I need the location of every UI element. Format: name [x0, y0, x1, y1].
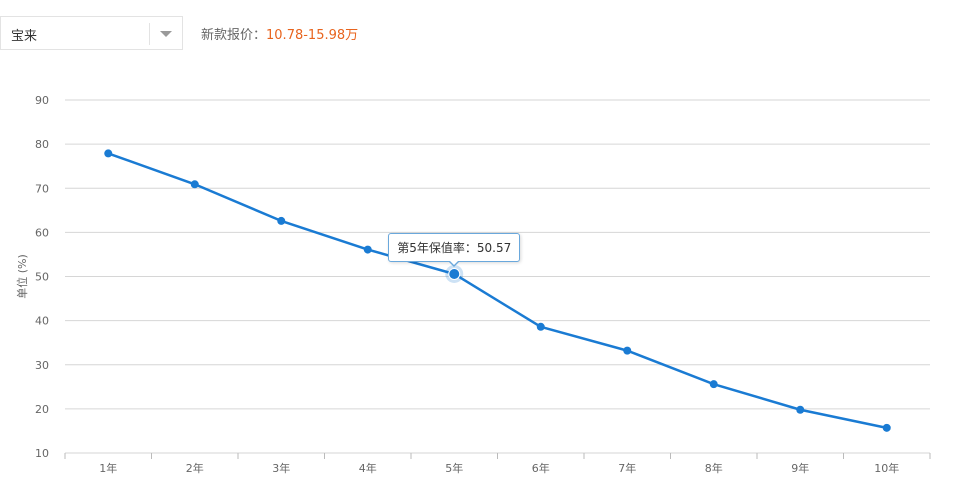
tooltip-label: 第5年保值率： [397, 240, 477, 255]
y-tick-label: 90 [35, 94, 49, 107]
x-tick-label: 9年 [791, 461, 809, 475]
y-axis-ticks: 10 20 30 40 50 60 70 80 90 [35, 94, 49, 460]
y-axis-title: 单位 (%) [15, 254, 29, 299]
y-tick-label: 60 [35, 226, 49, 239]
data-point[interactable] [623, 346, 632, 355]
price-label: 新款报价： [201, 28, 267, 43]
x-tick-label: 5年 [445, 461, 463, 475]
x-tick-label: 6年 [532, 461, 550, 475]
x-tick-label: 10年 [874, 461, 899, 475]
data-point[interactable] [277, 216, 286, 225]
retention-rate-chart: 10 20 30 40 50 60 70 80 90 1年 2年 3年 4年 5年 6年 7年 8年 9年 10年… [15, 94, 931, 475]
chevron-down-icon[interactable] [160, 31, 172, 37]
data-point[interactable] [104, 149, 113, 158]
grid-lines [65, 99, 930, 454]
x-axis: 1年 2年 3年 4年 5年 6年 7年 8年 9年 10年 [64, 453, 931, 475]
x-tick-label: 4年 [359, 461, 377, 475]
x-tick-label: 2年 [186, 461, 204, 475]
y-tick-label: 80 [35, 138, 49, 151]
model-select-value: 宝来 [11, 29, 38, 44]
data-point[interactable] [536, 322, 545, 331]
data-tooltip: 第5年保值率：50.57 [388, 232, 521, 267]
x-tick-label: 7年 [618, 461, 636, 475]
model-select[interactable]: 宝来 [0, 16, 183, 50]
price-value: 10.78-15.98万 [266, 28, 359, 43]
x-tick-label: 1年 [99, 461, 117, 475]
y-tick-label: 40 [35, 315, 49, 328]
y-tick-label: 10 [35, 447, 49, 460]
series-line [107, 152, 888, 430]
x-tick-label: 3年 [272, 461, 290, 475]
data-point[interactable] [709, 380, 718, 389]
data-point[interactable] [796, 405, 805, 414]
y-tick-label: 70 [35, 182, 49, 195]
y-tick-label: 50 [35, 271, 49, 284]
data-point-highlighted[interactable] [448, 267, 461, 280]
data-point[interactable] [190, 180, 199, 189]
data-point[interactable] [363, 245, 372, 254]
top-bar: 宝来 新款报价：10.78-15.98万 [0, 0, 955, 52]
x-tick-label: 8年 [705, 461, 723, 475]
y-tick-label: 20 [35, 403, 49, 416]
data-point[interactable] [882, 423, 891, 432]
tooltip-value: 50.57 [476, 240, 512, 255]
y-tick-label: 30 [35, 359, 49, 372]
price-info: 新款报价：10.78-15.98万 [201, 24, 358, 43]
series-line-group [104, 149, 891, 432]
select-divider [149, 23, 150, 45]
